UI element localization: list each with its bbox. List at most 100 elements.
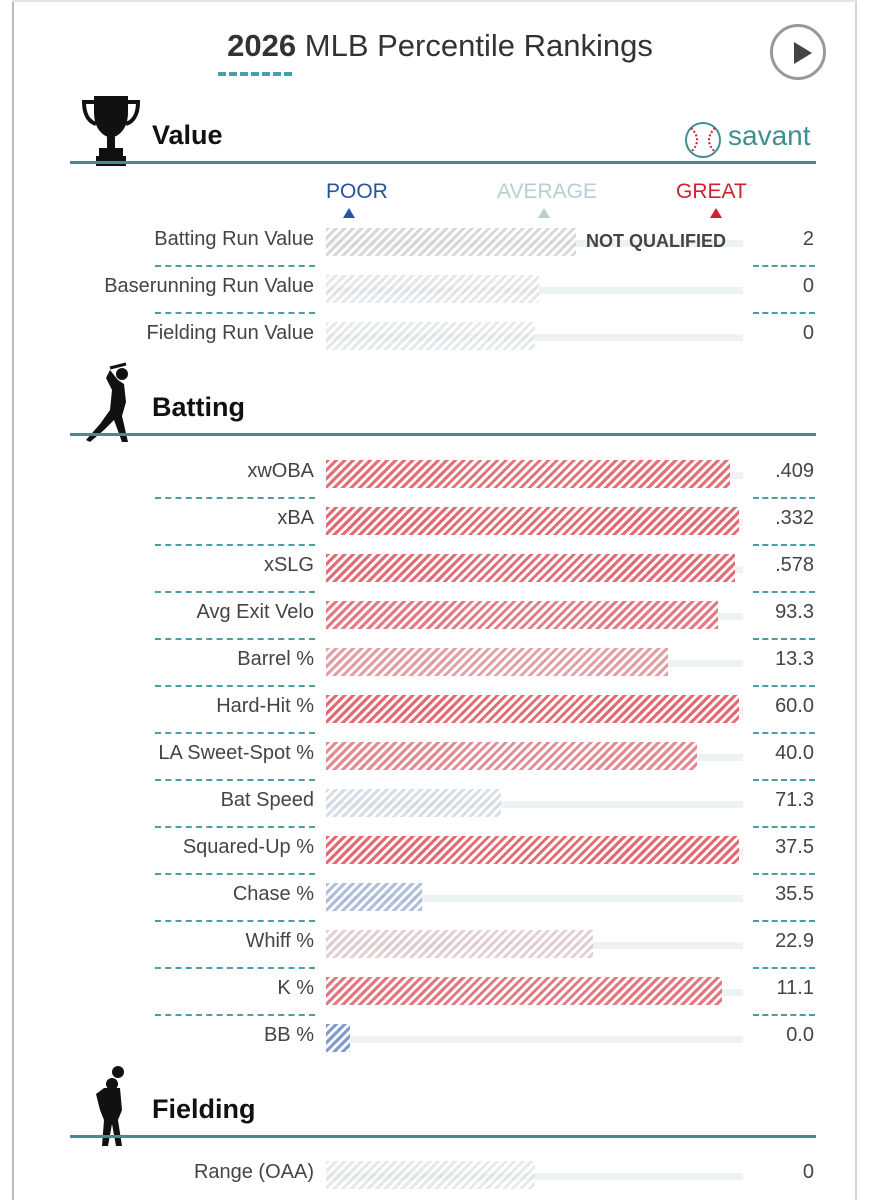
row-divider-left xyxy=(155,920,315,922)
metric-value: 11.1 xyxy=(776,977,814,999)
metric-value: 0 xyxy=(802,1161,814,1183)
row-divider-left xyxy=(155,638,315,640)
metric-value: 0 xyxy=(802,322,814,344)
metric-value: .578 xyxy=(775,554,814,576)
metric-label: Squared-Up % xyxy=(182,836,314,858)
metric-label: Range (OAA) xyxy=(193,1161,314,1183)
not-qualified-label: NOT QUALIFIED xyxy=(586,231,726,251)
metric-label: xwOBA xyxy=(247,460,314,482)
percentile-bar[interactable] xyxy=(326,977,723,1005)
row-divider-right xyxy=(753,312,815,314)
percentile-track xyxy=(326,1173,743,1180)
scale-great-marker xyxy=(710,208,722,218)
section-rule-fielding xyxy=(70,1135,816,1138)
row-divider-left xyxy=(155,497,315,499)
percentile-bar[interactable] xyxy=(326,742,698,770)
metric-label: Avg Exit Velo xyxy=(196,601,314,623)
row-divider-left xyxy=(155,312,315,314)
row-divider-left xyxy=(155,685,315,687)
row-divider-right xyxy=(753,638,815,640)
percentile-bar[interactable] xyxy=(326,648,668,676)
trophy-icon xyxy=(82,96,140,166)
play-button[interactable] xyxy=(770,24,826,80)
title-text: MLB Percentile Rankings xyxy=(304,28,653,63)
row-divider-right xyxy=(753,265,815,267)
metric-value: 2 xyxy=(802,228,814,250)
metric-value: 0 xyxy=(802,275,814,297)
percentile-bar[interactable] xyxy=(326,228,577,256)
metric-value: 0.0 xyxy=(786,1024,814,1046)
row-divider-left xyxy=(155,591,315,593)
section-title-value: Value xyxy=(152,120,223,150)
metric-value: 35.5 xyxy=(775,883,814,905)
row-divider-right xyxy=(753,873,815,875)
scale-average-label: AVERAGE xyxy=(497,180,597,203)
metric-value: 37.5 xyxy=(775,836,814,858)
row-divider-left xyxy=(155,544,315,546)
metric-label: xSLG xyxy=(263,554,314,576)
section-rule-value xyxy=(70,161,816,164)
row-divider-right xyxy=(753,732,815,734)
section-title-batting: Batting xyxy=(152,392,245,422)
percentile-bar[interactable] xyxy=(326,460,731,488)
play-icon xyxy=(794,42,812,64)
scale-poor-label: POOR xyxy=(326,180,388,203)
percentile-bar[interactable] xyxy=(326,322,535,350)
baseball-icon xyxy=(685,122,721,158)
metric-value: .409 xyxy=(775,460,814,482)
frame-left-border xyxy=(12,0,14,1200)
savant-logo-text: savant xyxy=(728,120,811,151)
metric-label: Batting Run Value xyxy=(154,228,314,250)
percentile-track xyxy=(326,334,743,341)
row-divider-right xyxy=(753,967,815,969)
percentile-bar[interactable] xyxy=(326,554,735,582)
row-divider-right xyxy=(753,544,815,546)
metric-value: 40.0 xyxy=(775,742,814,764)
metric-value: 71.3 xyxy=(775,789,814,811)
metric-value: 93.3 xyxy=(775,601,814,623)
metric-label: BB % xyxy=(263,1024,314,1046)
row-divider-left xyxy=(155,1014,315,1016)
percentile-track xyxy=(326,801,743,808)
title-year: 2026 xyxy=(227,28,297,63)
scale-great-label: GREAT xyxy=(676,180,747,203)
frame-right-border xyxy=(855,0,857,1200)
metric-label: Baserunning Run Value xyxy=(104,275,314,297)
metric-label: Whiff % xyxy=(245,930,314,952)
percentile-bar[interactable] xyxy=(326,695,739,723)
percentile-bar[interactable] xyxy=(326,601,718,629)
row-divider-right xyxy=(753,1014,815,1016)
metric-label: Chase % xyxy=(232,883,314,905)
percentile-track xyxy=(326,1036,743,1043)
metric-value: .332 xyxy=(775,507,814,529)
percentile-bar[interactable] xyxy=(326,789,502,817)
row-divider-left xyxy=(155,779,315,781)
metric-label: Barrel % xyxy=(237,648,314,670)
metric-value: 60.0 xyxy=(775,695,814,717)
metric-label: K % xyxy=(277,977,314,999)
row-divider-right xyxy=(753,685,815,687)
metric-value: 13.3 xyxy=(775,648,814,670)
row-divider-left xyxy=(155,873,315,875)
row-divider-left xyxy=(155,826,315,828)
row-divider-right xyxy=(753,779,815,781)
percentile-bar[interactable] xyxy=(326,1161,535,1189)
percentile-bar[interactable] xyxy=(326,930,593,958)
row-divider-right xyxy=(753,826,815,828)
metric-label: xBA xyxy=(277,507,314,529)
percentile-bar[interactable] xyxy=(326,1024,350,1052)
percentile-bar[interactable] xyxy=(326,836,739,864)
row-divider-left xyxy=(155,732,315,734)
metric-label: LA Sweet-Spot % xyxy=(158,742,314,764)
percentile-bar[interactable] xyxy=(326,507,739,535)
frame-top-border xyxy=(12,0,857,2)
percentile-bar[interactable] xyxy=(326,275,539,303)
row-divider-left xyxy=(155,967,315,969)
scale-poor-marker xyxy=(343,208,355,218)
row-divider-right xyxy=(753,591,815,593)
row-divider-right xyxy=(753,920,815,922)
row-divider-right xyxy=(753,497,815,499)
percentile-bar[interactable] xyxy=(326,883,422,911)
metric-value: 22.9 xyxy=(775,930,814,952)
title-underline xyxy=(218,72,292,76)
